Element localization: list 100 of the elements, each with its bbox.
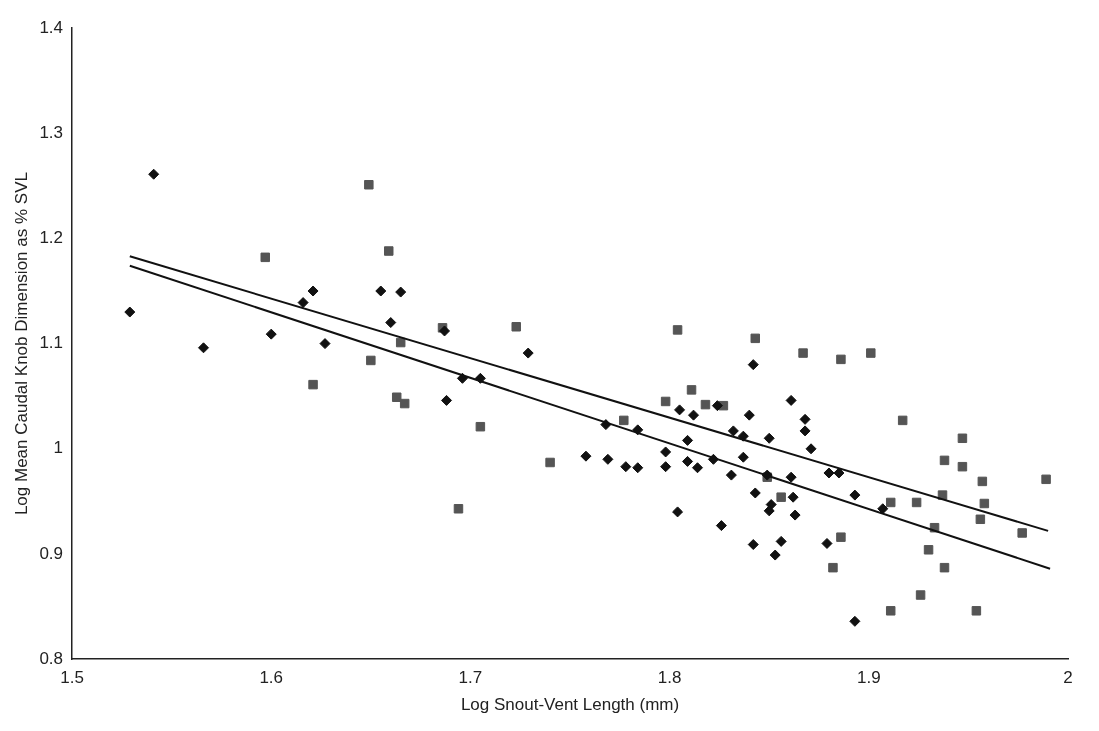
point — [319, 338, 331, 350]
point — [823, 467, 835, 479]
point — [849, 489, 861, 501]
point — [821, 537, 833, 549]
point — [692, 462, 703, 474]
x-tick-label: 1.6 — [259, 668, 284, 688]
point — [785, 394, 797, 406]
y-tick-label: 1.3 — [39, 122, 64, 142]
point — [775, 535, 787, 547]
point — [787, 491, 799, 503]
point — [660, 461, 672, 473]
point — [385, 317, 397, 329]
point — [198, 342, 209, 354]
point — [715, 520, 727, 532]
y-tick-label: 1 — [53, 438, 64, 458]
point — [688, 409, 700, 421]
point — [885, 606, 896, 616]
point — [307, 285, 319, 297]
point — [580, 450, 592, 462]
point — [1017, 528, 1027, 538]
point — [399, 398, 410, 409]
point — [737, 451, 749, 463]
point — [939, 562, 950, 573]
point — [395, 286, 407, 298]
point — [957, 461, 968, 472]
x-tick-label: 1.7 — [458, 668, 483, 688]
point — [711, 400, 723, 412]
y-tick-label: 1.2 — [39, 228, 64, 248]
point — [308, 379, 318, 390]
point — [828, 562, 838, 573]
point — [769, 549, 781, 561]
point — [366, 355, 376, 366]
point — [260, 252, 270, 263]
point — [545, 457, 555, 468]
point — [885, 497, 896, 508]
point — [725, 469, 737, 481]
point — [975, 514, 986, 525]
point — [763, 432, 775, 444]
y-tick-label: 1.1 — [39, 333, 64, 353]
y-tick-label: 0.8 — [39, 648, 64, 668]
point — [897, 415, 908, 426]
point — [789, 509, 801, 521]
point — [799, 425, 811, 437]
x-tick-label: 1.9 — [856, 668, 881, 688]
point — [836, 532, 846, 542]
y-tick-label: 0.9 — [39, 543, 64, 563]
point — [297, 297, 309, 309]
point — [674, 404, 686, 416]
x-tick-label: 1.5 — [60, 668, 84, 688]
point — [475, 421, 486, 432]
point — [511, 322, 521, 332]
point — [686, 385, 697, 395]
point — [805, 443, 817, 455]
point — [364, 180, 374, 190]
point — [602, 453, 614, 465]
point — [619, 415, 629, 426]
point — [763, 505, 775, 517]
point — [522, 347, 534, 359]
point — [747, 359, 759, 371]
point — [971, 606, 982, 616]
point — [453, 504, 464, 514]
point — [441, 394, 453, 406]
point — [866, 348, 876, 358]
point — [700, 399, 711, 410]
point — [660, 396, 671, 407]
point — [727, 425, 739, 437]
point — [124, 306, 136, 318]
point — [911, 497, 922, 508]
point — [776, 492, 786, 502]
point — [939, 455, 950, 466]
point — [747, 539, 759, 551]
point — [799, 413, 811, 425]
point — [660, 446, 672, 458]
point — [923, 545, 934, 555]
point — [849, 615, 861, 627]
point — [836, 354, 846, 365]
point — [395, 337, 406, 348]
point — [1041, 474, 1051, 485]
point — [957, 433, 968, 444]
point — [749, 487, 761, 499]
point — [439, 325, 451, 337]
point — [672, 506, 684, 518]
point — [743, 409, 755, 421]
point — [979, 498, 990, 509]
point — [148, 168, 160, 180]
x-axis-title: Log Snout-Vent Length (mm) — [460, 695, 680, 715]
point — [750, 333, 761, 344]
y-axis-title: Log Mean Caudal Knob Dimension as % SVL — [11, 172, 31, 516]
point — [391, 392, 402, 402]
point — [682, 455, 694, 467]
point — [915, 590, 926, 600]
point — [265, 328, 277, 340]
point — [737, 430, 749, 442]
point — [375, 285, 387, 297]
point — [620, 461, 632, 473]
y-tick-label: 1.4 — [39, 17, 64, 37]
point — [977, 476, 988, 487]
point — [632, 424, 644, 436]
point — [632, 462, 644, 474]
x-tick-label: 1.8 — [657, 668, 682, 688]
